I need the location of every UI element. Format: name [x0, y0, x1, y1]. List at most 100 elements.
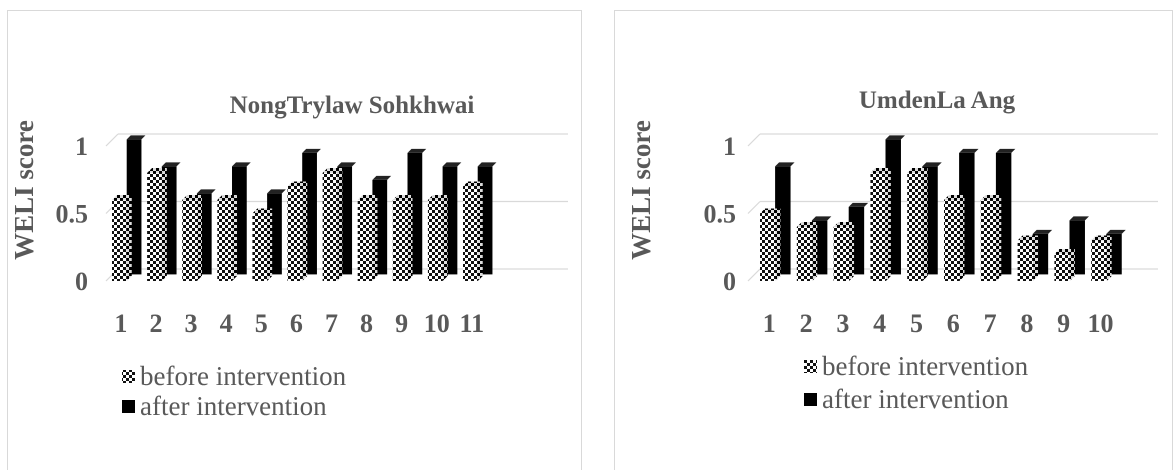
bar-after-top: [267, 189, 286, 194]
bar-before-side: [1106, 235, 1112, 281]
bar-before-side: [996, 195, 1002, 281]
bar-before-intervention: [252, 213, 268, 281]
bar-after-top: [442, 162, 462, 167]
bar-before-top: [1091, 235, 1112, 241]
bar-before-top: [870, 168, 891, 173]
bar-before-intervention: [1091, 240, 1107, 281]
x-tick-label: 2: [149, 309, 162, 338]
bar-before-top: [944, 195, 965, 200]
bar-before-intervention: [796, 227, 813, 281]
chart-title: NongTrylaw Sohkhwai: [230, 92, 475, 119]
bar-before-top: [833, 222, 855, 227]
bar-before-intervention: [287, 186, 303, 281]
legend-label-after: after intervention: [822, 384, 1009, 414]
bar-after-top: [995, 148, 1016, 153]
x-tick-label: 9: [395, 309, 408, 338]
legend-swatch-after: [804, 393, 817, 406]
bar-after-top: [337, 162, 357, 167]
chart-title: UmdenLa Ang: [859, 87, 1016, 114]
bar-after-top: [1032, 229, 1053, 234]
bar-before-top: [112, 195, 132, 200]
bar-before-intervention: [357, 200, 373, 281]
bar-after-top: [1106, 229, 1126, 234]
y-tick-label: 0.5: [56, 200, 89, 229]
y-axis-label: WELI score: [626, 120, 656, 260]
gridline-slant: [747, 133, 761, 147]
bar-before-side: [372, 195, 378, 281]
x-tick-label: 11: [460, 309, 485, 338]
bar-before-top: [1017, 235, 1039, 241]
bar-after-top: [775, 162, 795, 167]
bar-after-top: [126, 135, 146, 140]
bar-before-side: [1033, 235, 1039, 281]
bar-before-intervention: [147, 173, 162, 281]
bar-before-top: [217, 195, 238, 200]
legend-swatch-before: [804, 360, 817, 373]
x-tick-label: 7: [325, 309, 338, 338]
bar-before-top: [287, 181, 308, 187]
x-tick-label: 1: [763, 309, 776, 338]
x-tick-label: 6: [947, 309, 960, 338]
bar-before-top: [252, 208, 273, 214]
bar-after-top: [477, 162, 497, 167]
bar-before-intervention: [870, 173, 886, 281]
bar-before-intervention: [217, 200, 233, 281]
legend-swatch-before: [122, 370, 135, 383]
bar-before-top: [147, 168, 167, 173]
bar-before-intervention: [833, 227, 850, 281]
bar-before-intervention: [427, 200, 443, 281]
bar-before-top: [322, 168, 343, 173]
x-tick-label: 10: [424, 309, 450, 338]
bar-before-intervention: [112, 200, 127, 281]
x-tick-label: 9: [1057, 309, 1070, 338]
bar-after-top: [372, 175, 392, 180]
bar-before-top: [980, 195, 1002, 200]
bar-before-top: [907, 168, 928, 173]
x-tick-label: 6: [290, 309, 303, 338]
x-tick-label: 8: [360, 309, 373, 338]
bar-after-top: [959, 148, 979, 153]
x-tick-label: 3: [836, 309, 849, 338]
bars: [112, 135, 497, 281]
bar-before-side: [161, 168, 167, 281]
bar-before-side: [126, 195, 132, 281]
bar-before-top: [182, 195, 202, 200]
bar-before-side: [959, 195, 965, 281]
bar-before-intervention: [322, 173, 338, 281]
bar-before-side: [337, 168, 343, 281]
bar-before-top: [760, 208, 781, 214]
bar-after-top: [922, 162, 942, 167]
legend-label-before: before intervention: [140, 361, 347, 391]
x-tick-label: 5: [910, 309, 923, 338]
bar-after-top: [407, 148, 427, 153]
bar-before-side: [812, 222, 818, 281]
bar-before-side: [1069, 249, 1075, 281]
y-tick-label: 1: [723, 132, 736, 161]
bar-before-top: [463, 181, 483, 187]
x-tick-label: 7: [984, 309, 997, 338]
bar-before-intervention: [944, 200, 960, 281]
x-tick-label: 4: [873, 309, 886, 338]
bar-before-side: [885, 168, 891, 281]
bar-before-intervention: [463, 186, 478, 281]
x-tick-label: 4: [220, 309, 233, 338]
y-tick-label: 0: [723, 267, 736, 296]
bar-after-top: [1069, 216, 1089, 221]
bar-after-top: [302, 148, 321, 153]
bar-before-side: [922, 168, 928, 281]
bar-before-intervention: [1017, 240, 1034, 281]
bar-before-intervention: [182, 200, 197, 281]
bar-before-intervention: [1054, 254, 1070, 281]
bar-before-top: [796, 222, 818, 227]
x-tick-label: 2: [800, 309, 813, 338]
bar-before-side: [196, 195, 202, 281]
bar-before-side: [302, 181, 308, 281]
x-tick-label: 3: [185, 309, 198, 338]
bar-before-side: [477, 181, 483, 281]
bar-before-side: [775, 208, 781, 281]
gridline-slant: [747, 201, 761, 214]
